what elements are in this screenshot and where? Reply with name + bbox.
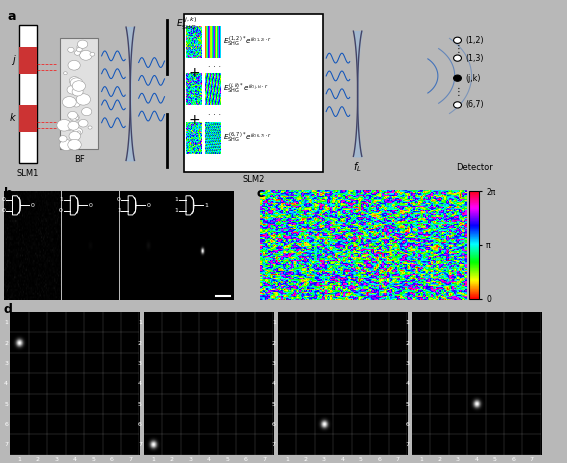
Bar — [60, 38, 98, 150]
Text: ⋮: ⋮ — [454, 87, 463, 96]
Text: $E_{\rm SHG}^{(1,2)*}e^{ik_{(1,2)}\cdot r}$: $E_{\rm SHG}^{(1,2)*}e^{ik_{(1,2)}\cdot … — [223, 35, 273, 49]
Bar — [19, 105, 36, 131]
Text: (1,3): (1,3) — [466, 54, 484, 63]
Text: · · ·: · · · — [208, 111, 221, 119]
Text: c: c — [257, 187, 264, 200]
Circle shape — [78, 119, 88, 127]
Text: ⋮: ⋮ — [454, 44, 463, 54]
Text: $E_{\rm SHG}^{(6,7)*}e^{ik_{(6,7)}\cdot r}$: $E_{\rm SHG}^{(6,7)*}e^{ik_{(6,7)}\cdot … — [223, 131, 273, 145]
Text: (j,k): (j,k) — [466, 74, 481, 83]
Circle shape — [74, 50, 81, 55]
Circle shape — [76, 94, 91, 105]
Circle shape — [77, 131, 81, 134]
Circle shape — [59, 136, 67, 142]
Circle shape — [88, 126, 92, 129]
Text: (6,7): (6,7) — [466, 100, 484, 109]
Circle shape — [77, 47, 82, 52]
Text: $f_L$: $f_L$ — [353, 160, 362, 174]
Circle shape — [57, 119, 71, 131]
Circle shape — [73, 128, 82, 135]
Text: $E_{\rm SHG}^{(j,k)}$: $E_{\rm SHG}^{(j,k)}$ — [176, 15, 197, 31]
Circle shape — [60, 140, 73, 150]
Text: j: j — [12, 56, 15, 65]
Text: $E_{\rm SHG}^{(j,k)*}e^{ik_{(j,k)}\cdot r}$: $E_{\rm SHG}^{(j,k)*}e^{ik_{(j,k)}\cdot … — [223, 82, 269, 96]
Circle shape — [454, 102, 462, 108]
Circle shape — [454, 55, 462, 61]
Text: +: + — [189, 66, 201, 80]
Text: d: d — [4, 303, 13, 316]
Circle shape — [69, 76, 80, 85]
Text: (1,2): (1,2) — [466, 36, 484, 45]
Circle shape — [82, 107, 92, 116]
Text: k: k — [10, 113, 15, 123]
Circle shape — [67, 47, 74, 52]
Circle shape — [75, 117, 79, 119]
Text: SLM2: SLM2 — [242, 175, 264, 184]
Text: a: a — [7, 10, 16, 23]
Circle shape — [78, 40, 88, 48]
Circle shape — [74, 137, 78, 139]
Circle shape — [62, 97, 76, 107]
Text: SLM1: SLM1 — [16, 169, 39, 178]
Circle shape — [68, 121, 79, 130]
Bar — [184, 13, 323, 172]
Circle shape — [72, 81, 86, 91]
Text: Detector: Detector — [456, 163, 493, 172]
Circle shape — [79, 50, 92, 60]
Text: BF: BF — [74, 155, 84, 164]
Circle shape — [70, 114, 79, 121]
Bar — [19, 25, 36, 163]
Circle shape — [77, 45, 82, 49]
Circle shape — [454, 75, 462, 81]
Circle shape — [73, 101, 80, 107]
Circle shape — [70, 78, 83, 88]
Bar — [19, 47, 36, 74]
Circle shape — [454, 37, 462, 44]
Circle shape — [69, 131, 81, 141]
Circle shape — [72, 87, 83, 96]
Circle shape — [68, 139, 81, 150]
Circle shape — [67, 112, 78, 119]
Circle shape — [67, 86, 78, 94]
Text: · · ·: · · · — [208, 63, 221, 72]
Text: b: b — [4, 187, 13, 200]
Circle shape — [64, 72, 67, 75]
Text: +: + — [189, 113, 201, 127]
Circle shape — [67, 127, 71, 130]
Circle shape — [68, 60, 81, 70]
Circle shape — [70, 63, 79, 70]
Circle shape — [90, 52, 95, 56]
Circle shape — [70, 113, 75, 116]
